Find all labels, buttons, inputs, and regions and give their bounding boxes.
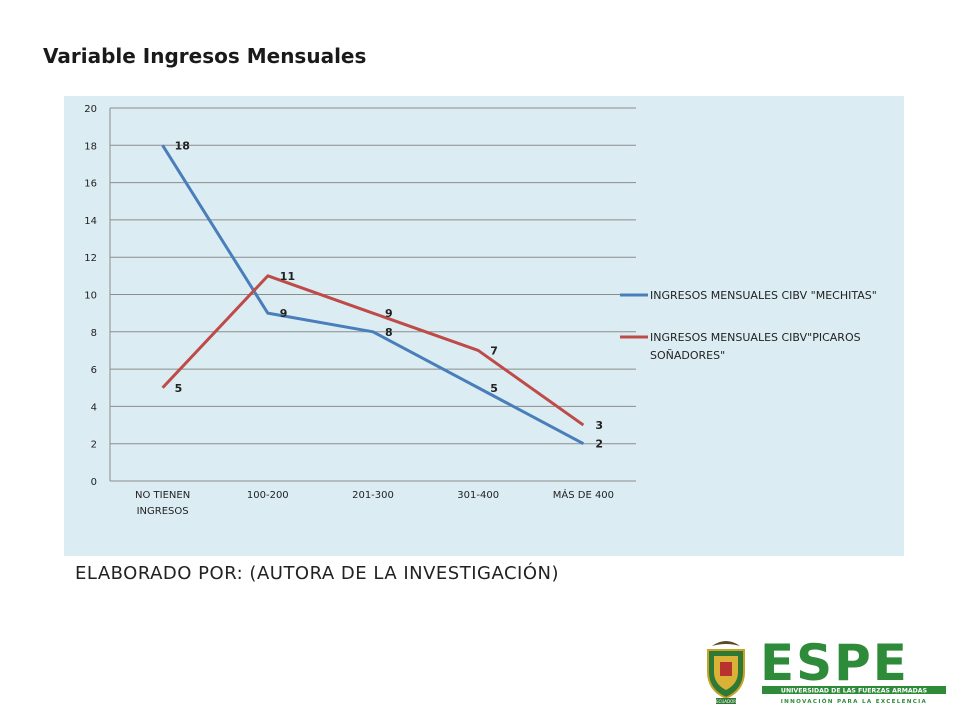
legend-label-1: INGRESOS MENSUALES CIBV "MECHITAS" [650,289,877,302]
espe-logo: ECUADOR ESPE UNIVERSIDAD DE LAS FUERZAS … [700,634,950,708]
logo-line2: INNOVACIÓN PARA LA EXCELENCIA [781,698,927,705]
y-tick-label: 10 [84,291,97,302]
y-tick-label: 12 [84,253,97,264]
seal-icon: ECUADOR [707,641,745,704]
y-tick-label: 8 [91,328,97,339]
data-label: 18 [175,139,190,152]
data-label: 5 [490,382,498,395]
seal-text: ECUADOR [716,699,736,704]
data-label: 9 [280,307,288,320]
series-line-2 [161,274,585,427]
y-tick-label: 2 [91,440,97,451]
y-tick-label: 14 [84,216,97,227]
y-tick-label: 20 [84,104,97,115]
data-label: 2 [595,438,603,451]
data-label: 11 [280,270,295,283]
data-label: 8 [385,326,393,339]
logo-wordmark: ESPE [760,636,909,692]
x-tick-label: 201-300 [352,490,394,501]
logo-line1: UNIVERSIDAD DE LAS FUERZAS ARMADAS [781,688,927,695]
y-tick-label: 18 [84,141,97,152]
data-label: 7 [490,344,498,357]
line-chart: 0 2 4 6 8 10 12 14 16 18 20 NO TIENEN INGRESOS 100-20… [84,104,877,517]
slide-title: Variable Ingresos Mensuales [43,44,367,68]
series-line-1 [161,144,585,446]
y-tick-label: 16 [84,179,97,190]
data-label: 9 [385,307,393,320]
legend-label-2: INGRESOS MENSUALES CIBV"PICAROS SOÑADORES… [650,331,861,362]
caption: ELABORADO POR: (AUTORA DE LA INVESTIGACI… [75,563,560,584]
x-tick-label: MÁS DE 400 [553,488,614,501]
y-tick-label: 4 [91,402,97,413]
data-label: 3 [595,419,603,432]
x-tick-label: 100-200 [247,490,289,501]
x-tick-label: 301-400 [457,490,499,501]
chart-panel: 0 2 4 6 8 10 12 14 16 18 20 NO TIENEN INGRESOS 100-20… [64,96,904,556]
data-label: 5 [175,382,183,395]
x-tick-label: NO TIENEN INGRESOS [135,490,190,517]
y-tick-label: 0 [91,477,97,488]
y-tick-label: 6 [91,365,97,376]
